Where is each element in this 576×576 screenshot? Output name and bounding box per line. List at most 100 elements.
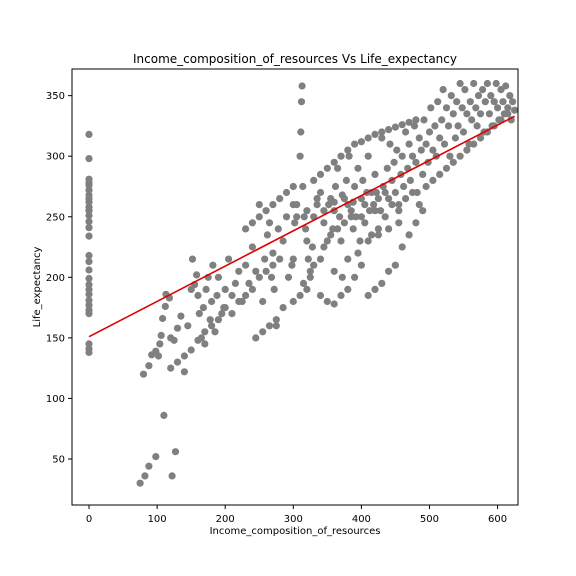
data-point [306,273,314,281]
data-point [201,340,209,348]
data-point [209,261,217,269]
data-point [276,195,284,203]
data-point [398,152,406,160]
data-point [406,176,414,184]
data-point [187,346,195,354]
data-point [269,201,277,209]
data-point [354,164,362,172]
data-point [412,219,420,227]
data-point [395,219,403,227]
data-point [361,201,369,209]
data-point [288,261,296,269]
data-point [336,213,344,221]
data-point [206,316,214,324]
data-point [136,479,144,487]
data-point [400,182,408,191]
x-tick-label: 200 [216,514,235,525]
data-point [463,110,471,118]
data-point [374,231,382,239]
plot-frame [71,68,519,506]
data-point [459,128,468,136]
data-point [201,328,209,336]
data-point [168,472,176,480]
data-point [470,140,478,148]
data-point [214,316,222,324]
data-point [85,218,93,226]
data-point [177,312,185,320]
data-point [361,219,369,227]
data-point [431,122,439,130]
data-point [451,134,459,142]
data-point [417,146,425,154]
data-point [195,310,203,318]
chart-title: Income_composition_of_resources Vs Life_… [133,52,457,66]
data-point [474,92,483,100]
data-point [357,261,365,269]
data-point [180,368,188,376]
data-point [327,231,335,239]
data-point [351,273,359,281]
data-point [173,358,182,366]
data-point [334,225,342,233]
data-point [274,225,282,233]
data-point [85,290,93,298]
data-point [159,314,167,323]
data-point [371,130,379,138]
data-point [303,207,311,215]
data-point [262,207,270,215]
data-point [378,128,386,136]
data-point [458,104,466,112]
data-point [199,304,207,312]
data-point [337,237,345,245]
data-point [259,328,267,336]
data-point [466,98,474,106]
data-point [320,243,328,251]
data-point [265,322,274,330]
points-layer [85,79,519,487]
x-tick-label: 600 [488,514,507,525]
data-point [173,324,182,332]
data-point [388,201,396,209]
data-point [415,201,423,209]
data-point [156,340,164,348]
data-point [265,219,274,227]
data-point [405,140,413,148]
data-point [320,219,328,227]
data-point [330,300,338,308]
data-point [449,110,457,118]
data-point [442,164,451,172]
data-point [299,279,308,287]
data-point [381,188,389,197]
y-ticks: 50 100 150 200 250 300 350 [46,91,72,465]
data-point [351,140,359,148]
data-point [269,249,277,257]
data-point [221,285,229,293]
data-point [180,352,188,360]
data-point [347,213,355,221]
data-point [261,255,269,263]
data-point [472,104,480,112]
x-tick-label: 500 [420,514,439,525]
data-point [429,176,437,184]
data-point [167,364,175,372]
data-point [299,182,307,191]
data-point [470,79,478,88]
data-point [85,266,93,274]
data-point [456,79,464,88]
data-point [85,155,93,163]
data-point [473,122,481,130]
data-point [357,138,365,146]
data-point [154,352,163,360]
data-point [316,255,325,263]
data-point [490,98,498,106]
data-point [359,176,367,184]
data-point [347,207,355,215]
data-point [85,274,93,283]
data-point [194,336,202,344]
y-axis-label: Life_expectancy [32,247,43,328]
data-point [408,152,417,160]
data-point [202,285,210,293]
data-point [364,152,372,160]
data-point [510,106,519,114]
